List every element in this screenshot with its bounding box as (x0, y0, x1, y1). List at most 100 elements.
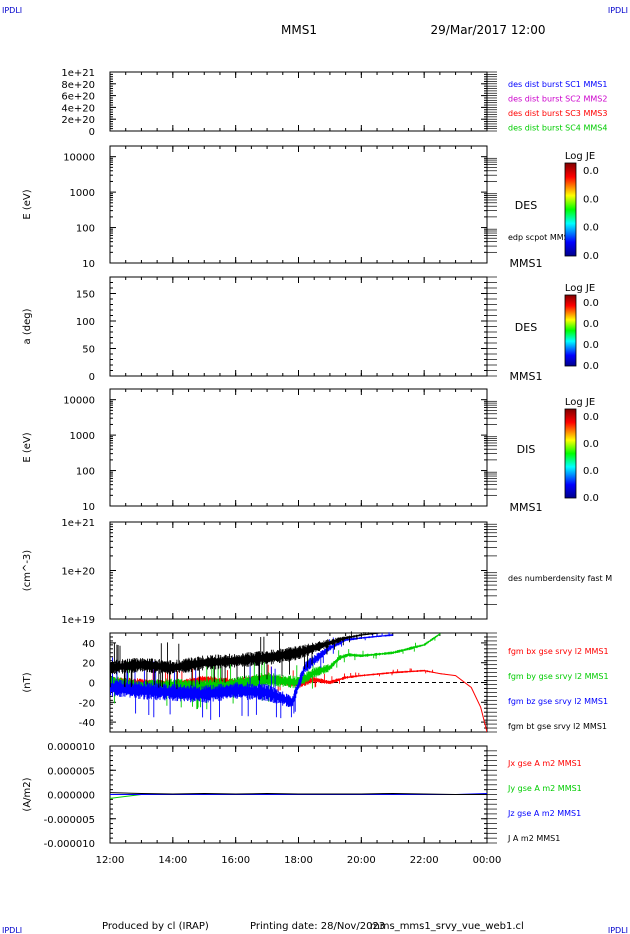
overlay-label: edp scpot MMS1 (508, 233, 574, 242)
colorbar-label: 0.0 (583, 194, 599, 205)
x-tick-label: 18:00 (284, 855, 313, 866)
footer-filename: mms_mms1_srvy_vue_web1.cl (370, 921, 524, 932)
series-line (110, 632, 381, 669)
colorbar-label: 0.0 (583, 340, 599, 351)
panel-frame (109, 276, 488, 377)
y-tick-label: -20 (79, 698, 95, 709)
corner-label-top-right: IPDLI (608, 6, 628, 15)
colorbar-label: 0.0 (583, 298, 599, 309)
y-tick-label: 1e+21 (61, 518, 95, 529)
y-tick-label: 100 (76, 467, 95, 478)
footer-produced-by: Produced by cl (IRAP) (102, 921, 209, 932)
colorbar (564, 408, 577, 499)
species-label: DIS (517, 443, 536, 456)
x-tick-label: 16:00 (221, 855, 250, 866)
y-tick-label: 0 (89, 127, 95, 138)
series-line (110, 792, 487, 795)
colorbar-label: 0.0 (583, 466, 599, 477)
y-tick-label: -0.000005 (44, 815, 95, 826)
legend-entry: Jx gse A m2 MMS1 (507, 759, 582, 768)
colorbar-title: Log JE (565, 151, 595, 162)
y-tick-label: 1000 (70, 188, 95, 199)
y-tick-label: 100 (76, 224, 95, 235)
colorbar-title: Log JE (565, 397, 595, 408)
corner-label-bottom-left: IPDLI (2, 926, 22, 934)
y-tick-label: 1e+21 (61, 68, 95, 79)
legend-entry: Jy gse A m2 MMS1 (507, 784, 582, 793)
spacecraft-label: MMS1 (510, 370, 543, 383)
series-line (110, 633, 441, 689)
colorbar-label: 0.0 (583, 223, 599, 234)
panel-frame (109, 521, 488, 620)
y-tick-label: 4e+20 (61, 103, 95, 114)
x-tick-label: 22:00 (410, 855, 439, 866)
panel-2: 10000 1000 100 10 E (eV) DES MMS1 edp scpot MMS… (22, 145, 599, 270)
y-tick-label: 0.000010 (47, 742, 95, 753)
y-tick-label: 0.000000 (47, 791, 95, 802)
y-tick-label: 10 (82, 259, 95, 270)
colorbar (564, 294, 577, 367)
y-tick-label: 10000 (63, 396, 95, 407)
panel-frame (109, 145, 488, 264)
corner-label-bottom-right: IPDLI (608, 926, 628, 934)
y-tick-label: 10000 (63, 153, 95, 164)
panel-3: 150 100 50 0 a (deg) DES MMS1 Log JE 0.0 0.0 0.0 0.… (22, 276, 599, 383)
y-tick-label: 6e+20 (61, 92, 95, 103)
series-group (110, 631, 487, 733)
colorbar-label: 0.0 (583, 251, 599, 262)
panel-5: 1e+21 1e+20 1e+19 (cm^-3) des numberdensity … (22, 518, 612, 626)
series-line (110, 634, 393, 703)
panel-6: 40 20 0 -20 -40 (nT) fgm bx gse srvy l2 MMS1 fg… (22, 631, 609, 733)
corner-label-top-left: IPDLI (2, 6, 22, 15)
legend-entry: fgm bx gse srvy l2 MMS1 (508, 647, 609, 656)
y-tick-label: 50 (82, 345, 95, 356)
y-tick-label: 0 (89, 679, 95, 690)
legend-entry: des dist burst SC3 MMS3 (508, 109, 607, 118)
y-axis-label: E (eV) (22, 189, 33, 219)
y-tick-label: 40 (82, 639, 95, 650)
legend-entry: J A m2 MMS1 (507, 834, 560, 843)
y-tick-label: 1e+19 (61, 615, 95, 626)
spacecraft-label: MMS1 (510, 501, 543, 514)
legend-entry: des numberdensity fast M (508, 574, 612, 583)
y-tick-label: 2e+20 (61, 115, 95, 126)
panel-7: 0.000010 0.000005 0.000000 -0.000005 -0.0000… (22, 742, 582, 850)
y-axis-label: (nT) (22, 672, 33, 692)
datetime-title: 29/Mar/2017 12:00 (431, 23, 546, 37)
legend-entry: des dist burst SC4 MMS4 (508, 124, 607, 133)
y-tick-label: 0.000005 (47, 766, 95, 777)
colorbar-title: Log JE (565, 283, 595, 294)
y-axis-label: a (deg) (22, 308, 33, 344)
x-tick-label: 00:00 (473, 855, 502, 866)
y-tick-label: 150 (76, 290, 95, 301)
x-tick-label: 14:00 (158, 855, 187, 866)
x-tick-label: 20:00 (347, 855, 376, 866)
colorbar-label: 0.0 (583, 412, 599, 423)
y-tick-label: 1e+20 (61, 567, 95, 578)
y-tick-label: -40 (79, 718, 95, 729)
colorbar-label: 0.0 (583, 361, 599, 372)
species-label: DES (515, 321, 537, 334)
x-tick-label: 12:00 (96, 855, 125, 866)
legend-entry: Jz gse A m2 MMS1 (507, 809, 581, 818)
colorbar-label: 0.0 (583, 319, 599, 330)
series-line (110, 794, 487, 799)
series-group (110, 792, 487, 799)
legend-entry: des dist burst SC2 MMS2 (508, 95, 607, 104)
legend-entry: fgm by gse srvy l2 MMS1 (508, 672, 609, 681)
y-tick-label: 1000 (70, 431, 95, 442)
panel-frame (109, 71, 488, 132)
y-tick-label: 100 (76, 317, 95, 328)
panel-frame (109, 388, 488, 507)
y-axis-label: (A/m2) (22, 777, 33, 811)
legend-entry: fgm bz gse srvy l2 MMS1 (508, 697, 608, 706)
y-tick-label: 20 (82, 659, 95, 670)
y-axis-label: E (eV) (22, 432, 33, 462)
colorbar-label: 0.0 (583, 493, 599, 504)
y-tick-label: 8e+20 (61, 80, 95, 91)
y-tick-label: 10 (82, 502, 95, 513)
y-tick-label: -0.000010 (44, 839, 95, 850)
